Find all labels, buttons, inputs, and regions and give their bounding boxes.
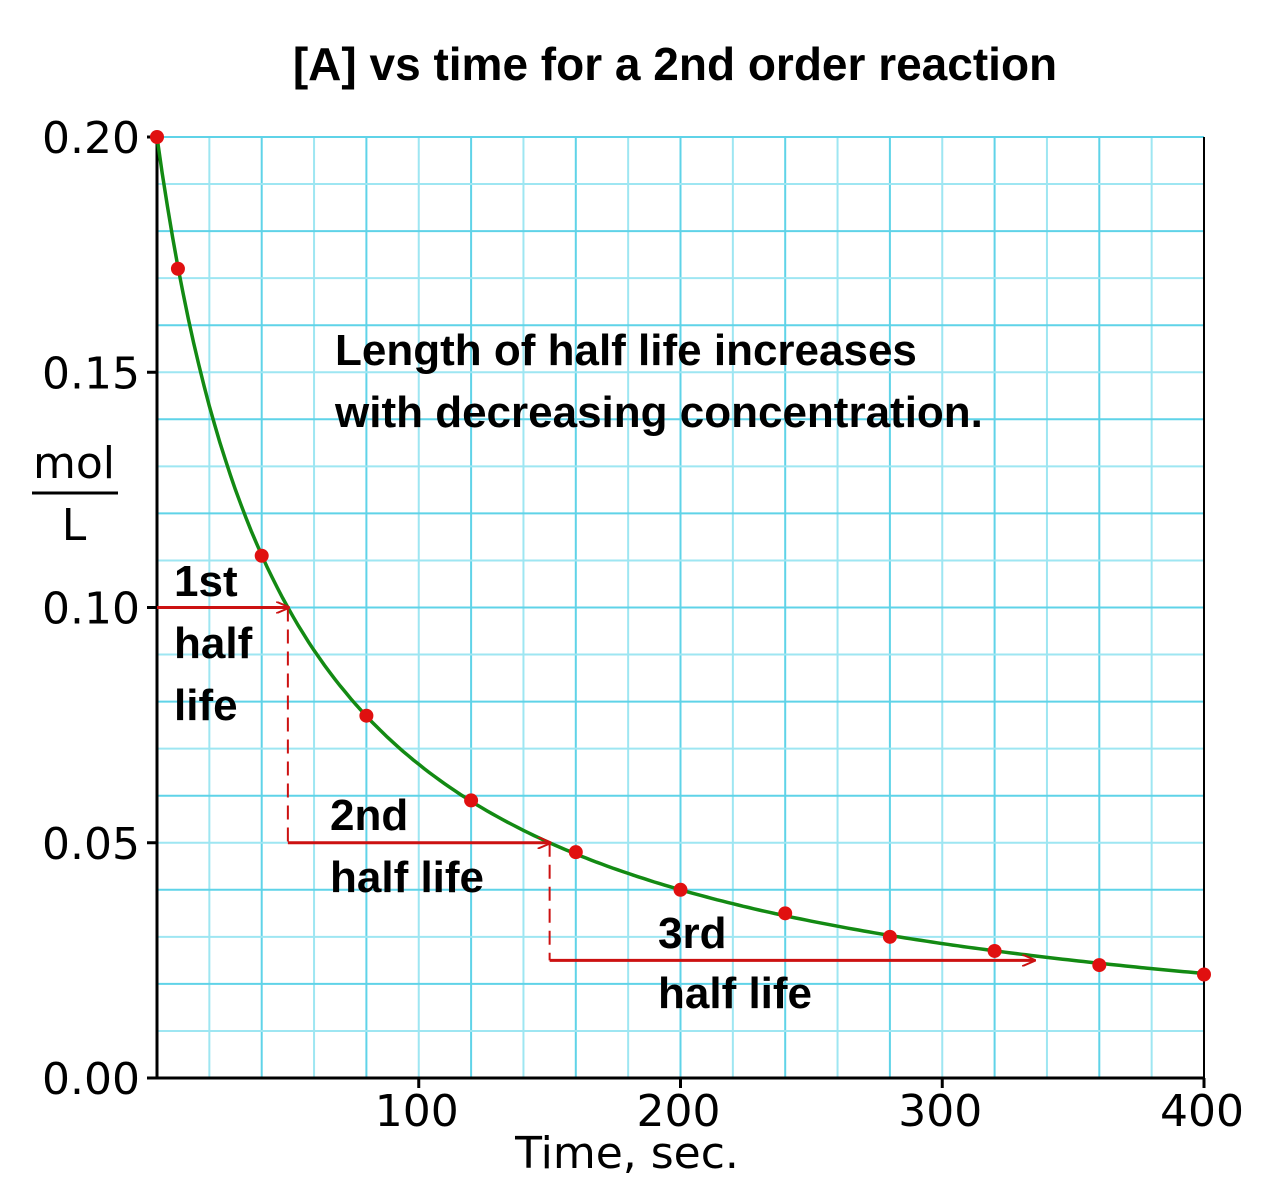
half-life-markers [157,608,1034,961]
y-axis-label-denominator: L [62,500,87,551]
data-point [987,943,1002,958]
x-tick-label: 100 [375,1086,459,1137]
half-life-label-line: half life [658,969,812,1018]
annotation-line-2: with decreasing concentration. [334,388,983,437]
half-life-label-line: 1st [174,557,238,606]
half-life-label-line: half [174,619,253,668]
y-axis-label-numerator: mol [33,438,115,489]
x-tick-label: 200 [637,1086,721,1137]
tick-labels: 0.00 0.05 0.10 0.15 0.20 100 200 300 400 [42,113,1244,1137]
x-axis-label: Time, sec. [514,1128,739,1179]
data-point [150,130,164,144]
data-point [882,929,897,944]
y-tick-label: 0.15 [42,348,140,399]
y-tick-label: 0.05 [42,819,140,870]
data-points [150,130,1211,982]
data-point [254,548,269,563]
y-tick-label: 0.10 [42,584,140,635]
data-point [464,793,479,808]
data-point [170,261,185,276]
half-life-labels: 1st half life 2nd half life 3rd half life [174,557,812,1018]
half-life-label-line: 3rd [658,909,726,958]
data-point [673,882,688,897]
axes [147,135,1206,1088]
data-point [568,845,583,860]
x-tick-label: 400 [1160,1086,1244,1137]
y-tick-label: 0.20 [42,113,140,164]
data-point [1092,958,1107,973]
half-life-label-line: half life [330,853,484,902]
half-life-label-line: life [174,681,238,730]
grid [156,136,1205,1079]
chart-title: [A] vs time for a 2nd order reaction [293,38,1057,90]
data-point [778,906,793,921]
data-point [1197,967,1211,982]
half-life-label-line: 2nd [330,791,408,840]
x-tick-label: 300 [898,1086,982,1137]
y-tick-label: 0.00 [42,1054,140,1105]
annotation-line-1: Length of half life increases [335,326,917,375]
data-point [359,708,374,723]
